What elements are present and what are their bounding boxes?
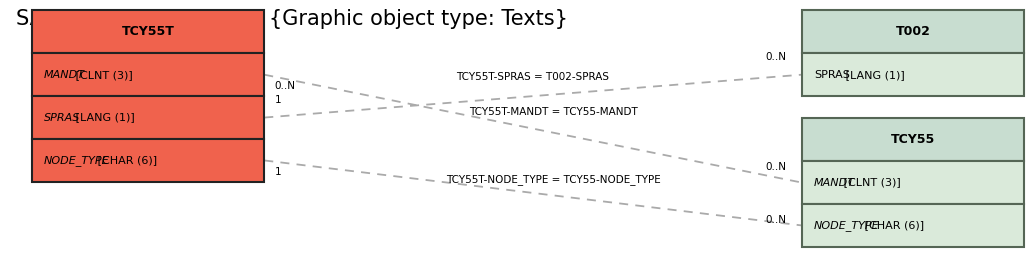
Bar bbox=[802, 118, 1024, 161]
Text: [CLNT (3)]: [CLNT (3)] bbox=[840, 178, 901, 188]
Bar bbox=[32, 53, 264, 96]
Text: MANDT: MANDT bbox=[45, 70, 85, 80]
Text: 0..N: 0..N bbox=[274, 81, 296, 91]
Text: SPRAS: SPRAS bbox=[45, 113, 81, 123]
Text: [CLNT (3)]: [CLNT (3)] bbox=[71, 70, 132, 80]
Text: [LANG (1)]: [LANG (1)] bbox=[71, 113, 135, 123]
Text: 0..N: 0..N bbox=[765, 52, 787, 62]
Text: SAP ABAP table TCY55T {Graphic object type: Texts}: SAP ABAP table TCY55T {Graphic object ty… bbox=[17, 9, 568, 29]
Bar bbox=[32, 96, 264, 139]
Bar bbox=[802, 204, 1024, 247]
Text: NODE_TYPE: NODE_TYPE bbox=[45, 155, 110, 166]
Text: TCY55T: TCY55T bbox=[121, 25, 175, 38]
Bar bbox=[802, 161, 1024, 204]
Bar bbox=[32, 10, 264, 53]
Text: [CHAR (6)]: [CHAR (6)] bbox=[861, 220, 924, 230]
Text: 1: 1 bbox=[274, 167, 282, 177]
Bar bbox=[802, 53, 1024, 96]
Text: T002: T002 bbox=[895, 25, 930, 38]
Text: TCY55: TCY55 bbox=[891, 133, 935, 146]
Text: MANDT: MANDT bbox=[815, 178, 855, 188]
Text: 0..N: 0..N bbox=[765, 162, 787, 172]
Text: 0..N: 0..N bbox=[765, 215, 787, 225]
Text: TCY55T-MANDT = TCY55-MANDT: TCY55T-MANDT = TCY55-MANDT bbox=[469, 107, 638, 117]
Text: TCY55T-NODE_TYPE = TCY55-NODE_TYPE: TCY55T-NODE_TYPE = TCY55-NODE_TYPE bbox=[446, 174, 661, 185]
Text: TCY55T-SPRAS = T002-SPRAS: TCY55T-SPRAS = T002-SPRAS bbox=[456, 72, 610, 82]
Text: [LANG (1)]: [LANG (1)] bbox=[841, 70, 905, 80]
Text: 1: 1 bbox=[274, 95, 282, 105]
Text: NODE_TYPE: NODE_TYPE bbox=[815, 220, 880, 231]
Bar bbox=[802, 10, 1024, 53]
Text: SPRAS: SPRAS bbox=[815, 70, 850, 80]
Text: [CHAR (6)]: [CHAR (6)] bbox=[93, 155, 156, 165]
Bar bbox=[32, 139, 264, 182]
